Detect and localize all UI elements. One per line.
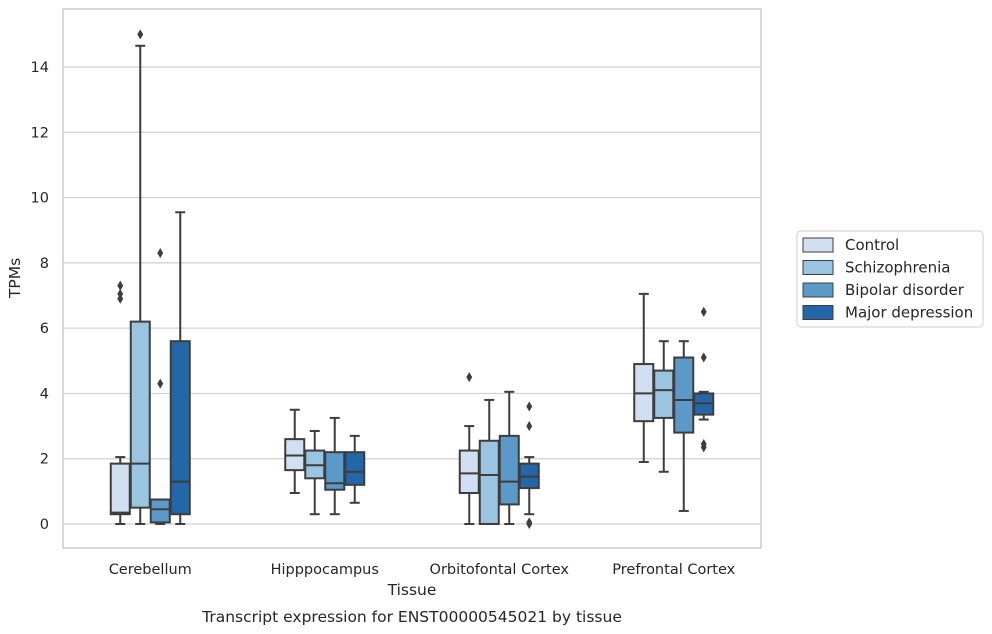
box-major-depression [518,401,540,530]
outlier-point [157,378,164,389]
y-tick-label: 14 [31,60,49,76]
outlier-point [117,280,124,291]
legend-swatch [802,260,834,275]
iqr-box [109,462,131,516]
legend-label: Control [845,236,899,254]
box-control [458,372,480,525]
y-tick-label: 0 [40,517,49,533]
legend-swatch [802,282,834,298]
y-tick-label: 12 [31,125,49,141]
box-bipolar-disorder [673,340,695,512]
y-tick-label: 6 [40,321,49,337]
x-tick-label: Orbitofontal Cortex [430,562,570,578]
outlier-point [700,306,707,317]
box-bipolar-disorder [498,390,520,525]
y-tick-label: 8 [40,256,49,272]
outlier-point [157,248,164,259]
x-tick-label: Cerebellum [109,562,192,578]
outlier-point [700,352,707,363]
box-control [284,408,306,494]
box-schizophrenia [304,429,326,516]
box-schizophrenia [653,340,675,473]
outlier-point [526,421,533,432]
box-control [109,456,131,525]
box-schizophrenia [129,29,151,525]
outlier-point [137,29,144,40]
box-major-depression [169,211,191,525]
legend-swatch [802,305,834,320]
box-major-depression [693,306,715,453]
iqr-box [129,320,151,509]
legend-frame [796,230,984,328]
plot-background [63,9,761,548]
outlier-point [117,288,124,299]
iqr-box [478,439,500,525]
outlier-point [700,438,707,450]
plot-frame [62,8,762,549]
outlier-point [466,372,473,383]
legend-label: Major depression [845,304,973,322]
legend: Control Schizophrenia Bipolar disorder Majo… [796,230,984,328]
figure-caption: Transcript expression for ENST0000054502… [201,608,622,626]
box-major-depression [344,434,366,504]
outlier-point [526,401,533,412]
y-tick-labels: 0 2 4 6 8 10 12 14 [31,60,49,533]
box-schizophrenia [478,398,500,525]
iqr-box [498,434,520,506]
legend-label: Schizophrenia [845,259,950,277]
outlier-point [526,517,533,528]
box-bipolar-disorder [149,248,171,525]
iqr-box [169,340,191,516]
legend-swatch [802,237,834,253]
y-tick-label: 4 [40,386,49,402]
iqr-box [149,498,171,524]
iqr-box [458,449,480,494]
y-tick-label: 10 [31,191,49,207]
x-tick-label: Prefrontal Cortex [612,562,735,578]
iqr-box [344,451,366,486]
iqr-box [653,369,675,419]
y-tick-label: 2 [40,452,49,468]
x-tick-labels: Cerebellum Hipppocampus Orbitofontal Corte… [109,562,736,578]
x-axis-label: Tissue [387,581,437,599]
x-tick-label: Hipppocampus [271,562,379,578]
iqr-box [673,356,695,434]
legend-label: Bipolar disorder [845,281,965,299]
y-axis-label: TPMs [6,258,24,299]
box-groups [109,29,715,530]
